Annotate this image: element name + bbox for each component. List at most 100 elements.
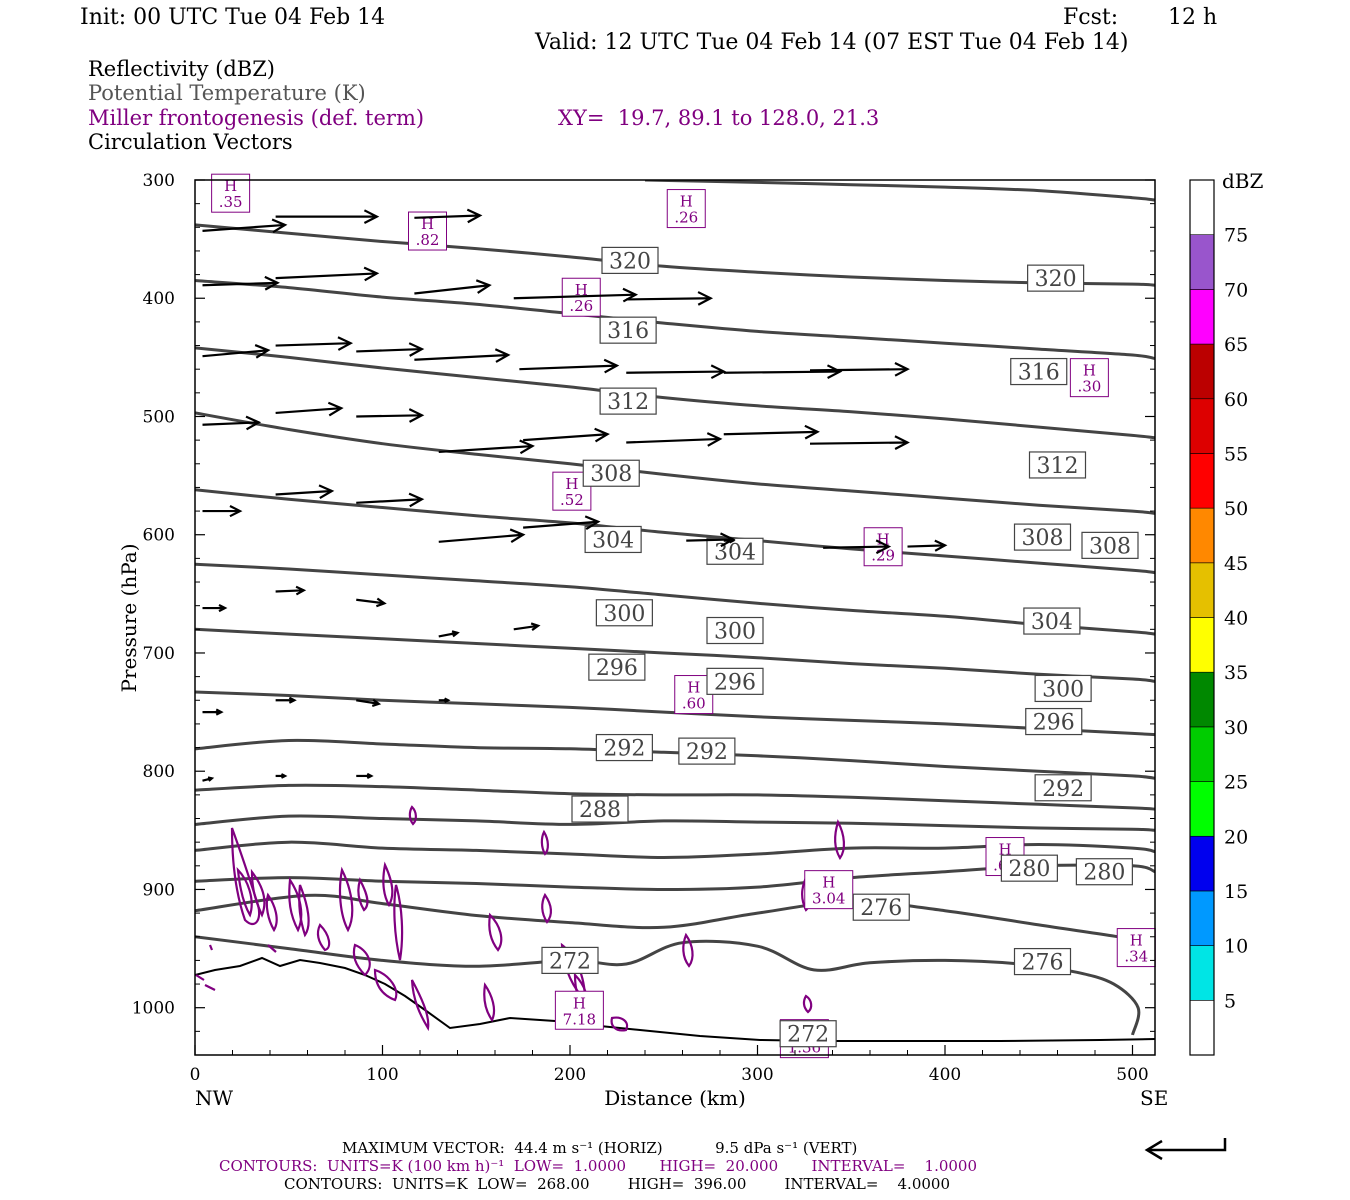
colorbar-segment — [1189, 179, 1215, 235]
isentrope-label: 308 — [1013, 523, 1072, 551]
circulation-vector — [356, 492, 425, 508]
isentrope-312 — [195, 411, 1155, 515]
svg-text:H: H — [1130, 932, 1143, 950]
svg-text:320: 320 — [1035, 267, 1077, 292]
circulation-vector — [202, 504, 243, 518]
isentrope-300 — [195, 627, 1155, 683]
colorbar-segment — [1189, 234, 1215, 290]
circulation-vector — [723, 364, 843, 380]
isentrope-label: 300 — [1034, 674, 1092, 702]
circulation-vectors — [202, 208, 948, 782]
forecast-label: Fcst: — [1063, 5, 1119, 30]
svg-text:308: 308 — [1089, 534, 1131, 559]
legend-frontogenesis: Miller frontogenesis (def. term) — [88, 106, 425, 130]
isentrope-label: 296 — [1025, 707, 1083, 736]
colorbar-level-label: 45 — [1224, 553, 1248, 575]
valid-time: Valid: 12 UTC Tue 04 Feb 14 (07 EST Tue … — [535, 30, 1129, 55]
circulation-vector — [202, 275, 280, 291]
circulation-vector — [907, 539, 948, 552]
circulation-vector — [513, 622, 541, 631]
svg-text:312: 312 — [607, 390, 649, 415]
circulation-vector — [275, 401, 344, 417]
x-tick-label: 300 — [741, 1065, 773, 1085]
circulation-vector — [626, 364, 727, 380]
legend-potential-temperature: Potential Temperature (K) — [88, 81, 366, 105]
circulation-vector — [523, 515, 601, 530]
isentrope-label: 296 — [588, 653, 646, 681]
isentrope-layer — [195, 180, 1155, 1036]
isentrope-label: 296 — [706, 667, 764, 695]
svg-text:280: 280 — [1008, 857, 1050, 882]
isentrope-label: 316 — [599, 316, 657, 344]
svg-text:.30: .30 — [1077, 378, 1101, 396]
isentrope-276 — [195, 893, 1155, 948]
isentrope-label: 320 — [1027, 264, 1085, 292]
y-tick-label: 500 — [143, 407, 175, 427]
isentrope-label: 276 — [852, 893, 910, 921]
circulation-vector — [438, 439, 535, 455]
circulation-vector — [519, 358, 620, 374]
svg-text:276: 276 — [1022, 951, 1064, 976]
maximum-vector-note: MAXIMUM VECTOR: 44.4 m s⁻¹ (HORIZ) 9.5 d… — [342, 1139, 858, 1157]
svg-text:H: H — [680, 193, 693, 211]
colorbar-level-label: 35 — [1224, 662, 1248, 684]
circulation-vector — [275, 696, 297, 704]
circulation-vector — [202, 344, 271, 359]
isentrope-284 — [195, 840, 1155, 860]
colorbar-segment — [1189, 453, 1215, 509]
isentrope-288 — [195, 783, 1155, 811]
colorbar-level-label: 55 — [1224, 443, 1248, 465]
colorbar-frame — [1189, 179, 1215, 1056]
svg-text:296: 296 — [714, 670, 756, 695]
y-tick-label: 900 — [143, 880, 175, 900]
y-tick-label: 700 — [143, 644, 175, 664]
svg-text:288: 288 — [579, 798, 621, 823]
y-axis-label: Pressure (hPa) — [117, 544, 141, 693]
reflectivity-colorbar: 5 10 15 20 25 30 35 40 45 50 55 60 65 70 75 — [1189, 179, 1248, 1056]
isentrope-316 — [195, 346, 1155, 440]
frontogenesis-max-label: H.34 — [1116, 928, 1156, 968]
svg-text:320: 320 — [609, 249, 651, 274]
circulation-vector — [723, 424, 820, 440]
svg-text:.34: .34 — [1124, 948, 1148, 966]
frontogenesis-max-label: H.52 — [552, 471, 592, 511]
y-tick-label: 600 — [143, 526, 175, 546]
svg-text:304: 304 — [592, 528, 634, 553]
isentrope-label: 300 — [706, 616, 764, 645]
isentrope-292 — [195, 738, 1155, 780]
circulation-vector — [356, 408, 425, 423]
circulation-vector — [275, 266, 380, 282]
colorbar-segment — [1189, 562, 1215, 618]
init-time: Init: 00 UTC Tue 04 Feb 14 — [80, 5, 386, 30]
circulation-vector — [414, 348, 511, 363]
colorbar-level-label: 60 — [1224, 389, 1248, 411]
isentrope-272 — [195, 935, 1141, 1036]
frontogenesis-max-label: H.30 — [1069, 358, 1109, 398]
isentrope-label: 308 — [1081, 531, 1139, 559]
svg-text:296: 296 — [596, 656, 638, 681]
svg-text:.60: .60 — [682, 695, 706, 713]
circulation-vector — [438, 528, 526, 544]
svg-text:292: 292 — [603, 737, 645, 762]
svg-text:H: H — [224, 177, 237, 195]
circulation-vector — [723, 537, 736, 544]
x-axis-left-end: NW — [195, 1086, 234, 1110]
colorbar-segment — [1189, 289, 1215, 345]
colorbar-level-label: 30 — [1224, 717, 1248, 739]
colorbar-level-label: 65 — [1224, 334, 1248, 356]
svg-text:272: 272 — [549, 949, 591, 974]
isentrope-label: 292 — [678, 737, 736, 765]
svg-text:292: 292 — [686, 740, 728, 765]
svg-text:312: 312 — [1037, 454, 1079, 479]
svg-text:304: 304 — [1031, 610, 1073, 635]
isentrope-label: 312 — [1028, 451, 1087, 479]
colorbar-level-label: 50 — [1224, 498, 1248, 520]
circulation-vector — [202, 415, 262, 431]
theta-contour-info: CONTOURS: UNITS=K LOW= 268.00 HIGH= 396.… — [284, 1175, 950, 1193]
y-tick-label: 300 — [143, 171, 175, 191]
colorbar-segment — [1189, 781, 1215, 837]
svg-text:H: H — [1083, 362, 1096, 380]
circulation-vector — [823, 539, 892, 555]
svg-text:272: 272 — [787, 1023, 829, 1048]
